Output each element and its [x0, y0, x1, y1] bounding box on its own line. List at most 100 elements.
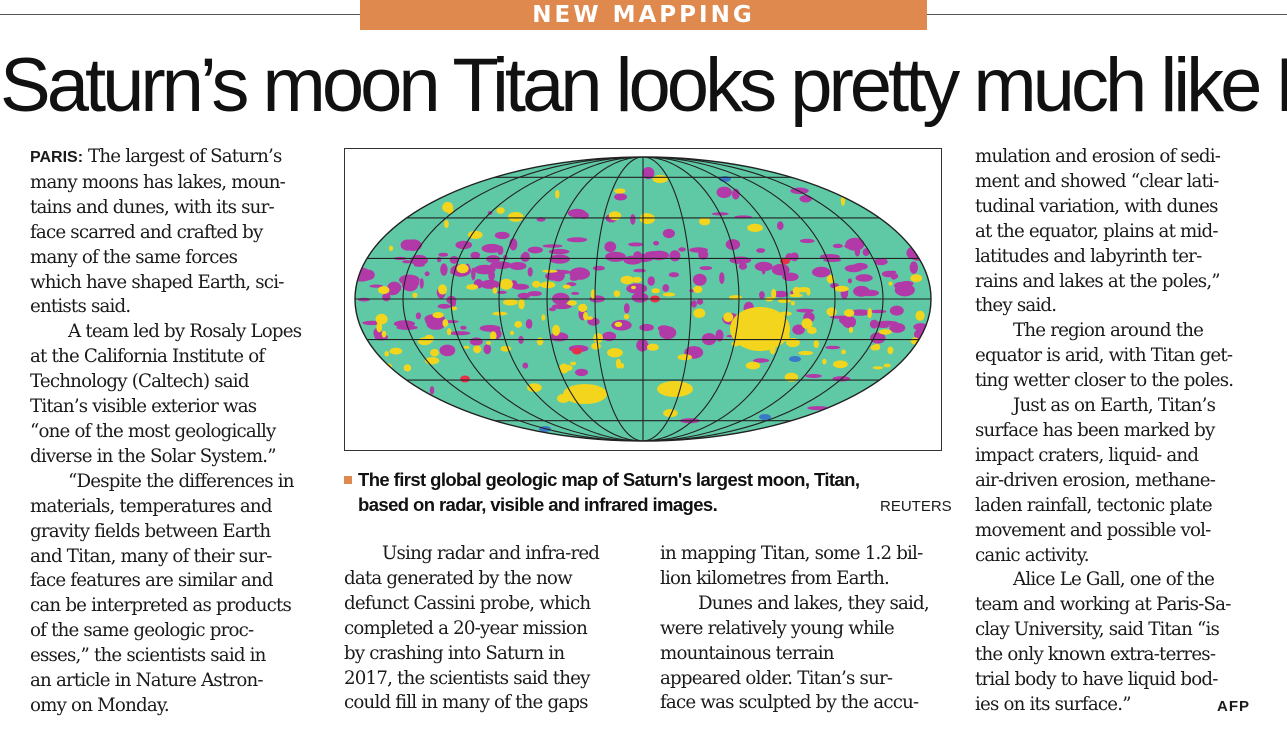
- terrain-dunes: [784, 372, 799, 382]
- terrain-hummocky: [470, 251, 481, 260]
- terrain-dunes: [848, 326, 854, 334]
- text-line: rains and lakes at the poles,”: [975, 270, 1221, 292]
- terrain-crater: [572, 347, 582, 355]
- terrain-hummocky: [449, 331, 471, 336]
- terrain-hummocky: [628, 242, 644, 247]
- terrain-dunes: [473, 345, 482, 354]
- terrain-dunes: [747, 223, 763, 232]
- terrain-dunes: [375, 313, 388, 325]
- text-line: Using radar and infra-red: [382, 543, 600, 564]
- terrain-dunes: [699, 217, 711, 226]
- text-line: entists said.: [30, 296, 131, 318]
- headline: Saturn’s moon Titan looks pretty much li…: [0, 43, 1287, 128]
- terrain-hummocky: [862, 248, 870, 256]
- text-line: at the equator, plains at mid-: [975, 220, 1219, 242]
- terrain-hummocky: [633, 268, 646, 273]
- terrain-dunes: [446, 206, 454, 214]
- text-line: diverse in the Solar System.”: [30, 445, 277, 467]
- terrain-hummocky: [623, 303, 630, 314]
- text-line: equator is arid, with Titan get-: [975, 345, 1233, 367]
- terrain-dunes: [872, 366, 884, 370]
- terrain-lakes: [759, 414, 771, 420]
- terrain-dunes: [542, 269, 558, 273]
- caption-line-2: based on radar, visible and infrared ima…: [358, 494, 718, 515]
- terrain-hummocky: [792, 324, 805, 335]
- text-line: gravity fields between Earth: [30, 520, 271, 542]
- terrain-hummocky: [542, 244, 563, 248]
- text-line: Just as on Earth, Titan’s: [1013, 395, 1216, 417]
- terrain-dunes: [444, 220, 449, 228]
- terrain-hummocky: [909, 261, 918, 274]
- terrain-hummocky: [725, 239, 741, 250]
- text-line: and Titan, many of their sur-: [30, 545, 272, 567]
- terrain-hummocky: [402, 278, 418, 292]
- terrain-hummocky: [805, 374, 822, 378]
- terrain-dunes: [559, 363, 569, 374]
- terrain-hummocky: [369, 284, 384, 288]
- terrain-hummocky: [889, 322, 906, 333]
- terrain-dunes: [563, 384, 607, 404]
- terrain-hummocky: [402, 260, 412, 264]
- terrain-dunes: [384, 351, 389, 357]
- terrain-dunes: [446, 328, 452, 336]
- story-credit: AFP: [1217, 698, 1250, 715]
- text-line: in mapping Titan, some 1.2 bil-: [660, 543, 923, 564]
- terrain-hummocky: [699, 266, 713, 271]
- terrain-dunes: [466, 284, 479, 290]
- terrain-hummocky: [631, 292, 649, 303]
- terrain-dunes: [833, 360, 848, 369]
- terrain-hummocky: [438, 252, 449, 257]
- terrain-dunes: [499, 278, 513, 290]
- terrain-hummocky: [439, 344, 456, 357]
- terrain-hummocky: [480, 279, 501, 289]
- text-line: Technology (Caltech) said: [30, 371, 249, 393]
- text-line: Alice Le Gall, one of the: [1013, 569, 1215, 591]
- terrain-hummocky: [525, 319, 533, 329]
- text-line: they said.: [975, 295, 1057, 317]
- terrain-hummocky: [861, 289, 879, 297]
- terrain-dunes: [586, 316, 593, 320]
- terrain-hummocky: [790, 252, 799, 262]
- terrain-dunes: [631, 285, 636, 290]
- terrain-dunes: [562, 284, 571, 289]
- article-column-2: Using radar and infra-red data generated…: [344, 542, 644, 716]
- text-line: data generated by the now: [344, 567, 573, 589]
- terrain-dunes: [771, 288, 777, 299]
- terrain-hummocky: [921, 241, 930, 251]
- text-line: clay University, said Titan “is: [975, 619, 1220, 641]
- text-line: “one of the most geologically: [30, 420, 276, 442]
- terrain-hummocky: [520, 252, 530, 262]
- terrain-hummocky: [902, 407, 911, 414]
- text-line: of the same geologic proc-: [30, 620, 254, 642]
- text-line: omy on Monday.: [30, 694, 170, 716]
- terrain-hummocky: [433, 188, 452, 193]
- terrain-hummocky: [415, 312, 421, 320]
- terrain-dunes: [368, 182, 383, 190]
- right-rule: [927, 14, 1287, 15]
- terrain-hummocky: [483, 344, 492, 355]
- terrain-hummocky: [549, 254, 570, 264]
- terrain-dunes: [492, 287, 498, 294]
- terrain-dunes: [843, 309, 855, 317]
- text-line: tains and dunes, with its sur-: [30, 196, 275, 218]
- terrain-dunes: [826, 307, 837, 317]
- terrain-dunes: [381, 330, 387, 338]
- terrain-dunes: [570, 361, 577, 366]
- terrain-hummocky: [605, 251, 626, 262]
- terrain-dunes: [652, 174, 668, 184]
- text-line: air-driven erosion, methane-: [975, 469, 1216, 491]
- terrain-dunes: [798, 350, 814, 356]
- terrain-hummocky: [773, 290, 789, 298]
- terrain-dunes: [607, 348, 623, 358]
- terrain-dunes: [693, 285, 703, 293]
- terrain-dunes: [608, 211, 622, 221]
- terrain-dunes: [489, 331, 497, 341]
- terrain-hummocky: [440, 263, 448, 276]
- terrain-hummocky: [497, 245, 504, 255]
- terrain-hummocky: [429, 386, 435, 395]
- terrain-hummocky: [738, 262, 748, 270]
- terrain-dunes: [518, 298, 525, 310]
- terrain-hummocky: [566, 237, 588, 243]
- text-line: defunct Cassini probe, which: [344, 592, 591, 614]
- terrain-hummocky: [866, 184, 880, 190]
